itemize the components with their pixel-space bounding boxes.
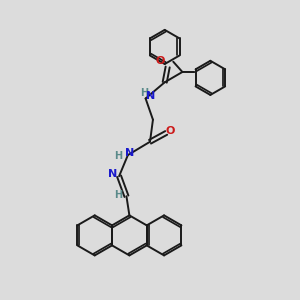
Text: H: H (140, 88, 148, 98)
Text: N: N (146, 91, 155, 101)
Text: H: H (114, 152, 123, 161)
Text: O: O (156, 56, 165, 66)
Text: H: H (114, 190, 122, 200)
Text: N: N (125, 148, 134, 158)
Text: O: O (166, 126, 175, 136)
Text: N: N (108, 169, 117, 179)
